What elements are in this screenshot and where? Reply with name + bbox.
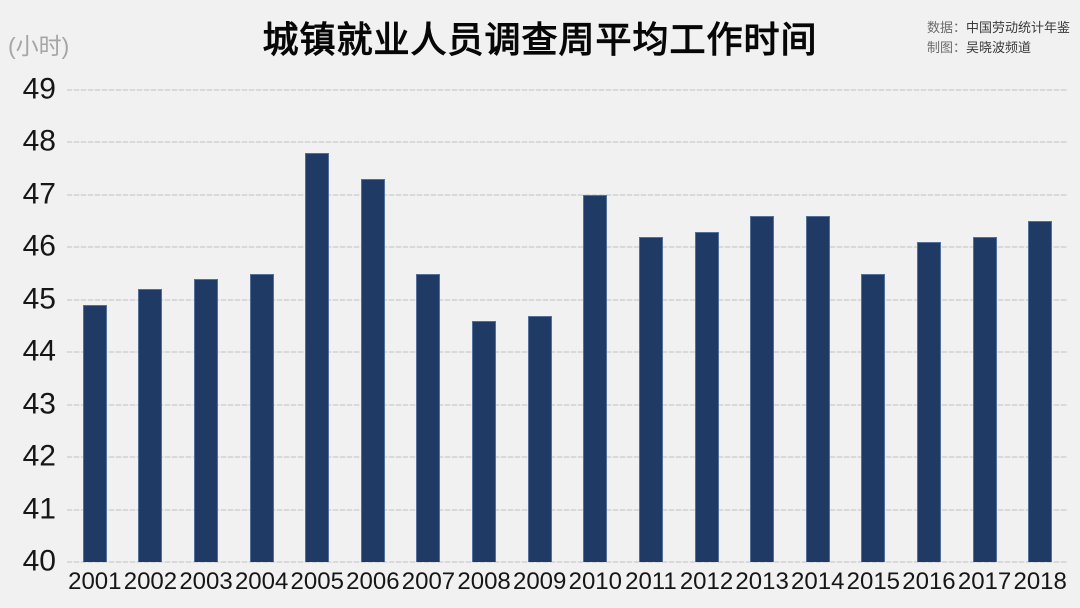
x-tick-label-2006: 2006 bbox=[346, 568, 400, 595]
bar-2009 bbox=[527, 315, 552, 562]
bar-2018 bbox=[1028, 221, 1053, 562]
bar-cell-2001 bbox=[67, 90, 123, 562]
y-tick-label-41: 41 bbox=[22, 491, 56, 525]
source-credit-value: 吴晓波频道 bbox=[965, 40, 1031, 55]
bar-2007 bbox=[416, 273, 441, 562]
y-tick-label-43: 43 bbox=[22, 386, 56, 420]
bar-2006 bbox=[360, 179, 385, 562]
bar-cell-2004 bbox=[234, 90, 290, 562]
y-tick-label-49: 49 bbox=[22, 72, 56, 106]
y-tick-label-45: 45 bbox=[22, 282, 56, 316]
source-data-label: 数据： bbox=[926, 20, 966, 35]
gridline-49 bbox=[67, 89, 1068, 91]
gridline-42 bbox=[67, 456, 1068, 459]
y-tick-label-47: 47 bbox=[22, 177, 56, 211]
x-tick-label-2017: 2017 bbox=[957, 568, 1012, 595]
x-tick-label-2001: 2001 bbox=[68, 568, 122, 595]
x-tick-label-2007: 2007 bbox=[401, 568, 456, 595]
x-tick-label-2018: 2018 bbox=[1013, 568, 1067, 595]
y-tick-label-46: 46 bbox=[22, 229, 56, 263]
gridline-45 bbox=[67, 298, 1068, 301]
source-data-line: 数据：中国劳动统计年鉴 bbox=[927, 18, 1070, 38]
bar-2010 bbox=[583, 194, 608, 562]
bar-2017 bbox=[972, 236, 997, 562]
source-data-value: 中国劳动统计年鉴 bbox=[965, 20, 1070, 35]
gridline-40 bbox=[67, 561, 1068, 563]
bar-cell-2010 bbox=[567, 90, 623, 562]
bar-2004 bbox=[249, 273, 274, 562]
bar-2012 bbox=[694, 231, 719, 562]
chart-title: 城镇就业人员调查周平均工作时间 bbox=[262, 19, 818, 60]
bar-cell-2008 bbox=[456, 90, 512, 562]
x-axis: 2001 2002 2003 2004 2005 2006 2007 2008 2009 2010… bbox=[67, 568, 1068, 596]
gridline-41 bbox=[67, 508, 1068, 511]
x-tick-label-2015: 2015 bbox=[846, 568, 901, 595]
gridline-47 bbox=[67, 193, 1068, 196]
bar-cell-2016 bbox=[901, 90, 957, 562]
bar-cell-2002 bbox=[123, 90, 179, 562]
y-tick-label-44: 44 bbox=[22, 334, 56, 368]
bar-2003 bbox=[194, 278, 219, 562]
gridline-48 bbox=[67, 141, 1068, 144]
bar-2013 bbox=[750, 215, 775, 562]
x-tick-label-2003: 2003 bbox=[179, 568, 233, 595]
bar-cell-2013 bbox=[734, 90, 790, 562]
bar-2016 bbox=[916, 242, 941, 562]
bar-2008 bbox=[472, 320, 497, 562]
bar-cell-2014 bbox=[790, 90, 846, 562]
bar-2005 bbox=[305, 152, 330, 562]
bar-cell-2003 bbox=[178, 90, 234, 562]
gridline-46 bbox=[67, 246, 1068, 249]
bar-cell-2009 bbox=[512, 90, 568, 562]
bar-cell-2015 bbox=[846, 90, 902, 562]
bar-cell-2005 bbox=[289, 90, 345, 562]
bar-2002 bbox=[138, 289, 163, 562]
bars-row bbox=[67, 90, 1068, 562]
bar-2014 bbox=[805, 215, 830, 562]
bar-cell-2011 bbox=[623, 90, 679, 562]
y-tick-label-40: 40 bbox=[22, 544, 56, 578]
bar-cell-2006 bbox=[345, 90, 401, 562]
source-credit-label: 制图： bbox=[926, 40, 966, 55]
bar-cell-2018 bbox=[1012, 90, 1068, 562]
x-tick-label-2013: 2013 bbox=[735, 568, 789, 595]
plot-area bbox=[67, 89, 1068, 563]
y-tick-label-48: 48 bbox=[22, 124, 56, 158]
y-tick-label-42: 42 bbox=[22, 439, 56, 473]
x-tick-label-2010: 2010 bbox=[568, 568, 622, 595]
source-credit-line: 制图：吴晓波频道 bbox=[927, 38, 1070, 58]
bar-cell-2017 bbox=[957, 90, 1013, 562]
gridline-43 bbox=[67, 403, 1068, 406]
y-axis-unit-label: (小时) bbox=[8, 33, 70, 59]
x-tick-label-2005: 2005 bbox=[290, 568, 344, 595]
x-tick-label-2008: 2008 bbox=[457, 568, 511, 595]
bar-2011 bbox=[638, 236, 663, 562]
x-tick-label-2002: 2002 bbox=[123, 568, 178, 595]
x-tick-label-2014: 2014 bbox=[791, 568, 845, 595]
source-credit-block: 数据：中国劳动统计年鉴 制图：吴晓波频道 bbox=[927, 18, 1070, 58]
bar-2001 bbox=[82, 305, 107, 562]
x-tick-label-2016: 2016 bbox=[902, 568, 956, 595]
bar-cell-2012 bbox=[679, 90, 735, 562]
bar-cell-2007 bbox=[401, 90, 457, 562]
y-axis: 40 41 42 43 44 45 46 47 48 49 bbox=[0, 72, 56, 577]
gridline-44 bbox=[67, 351, 1068, 354]
bar-2015 bbox=[861, 273, 886, 562]
x-tick-label-2012: 2012 bbox=[679, 568, 734, 595]
x-tick-label-2011: 2011 bbox=[625, 568, 677, 595]
x-tick-label-2009: 2009 bbox=[512, 568, 567, 595]
x-tick-label-2004: 2004 bbox=[234, 568, 289, 595]
